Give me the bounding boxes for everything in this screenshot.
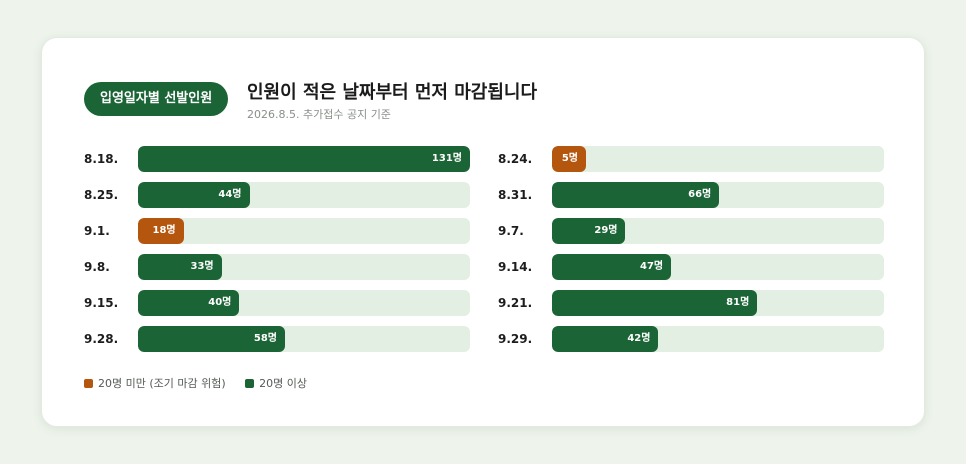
bar: 5명 [552,146,586,172]
bar-value-label: 58명 [253,333,277,344]
legend-item-high: 20명 이상 [245,375,307,391]
bar-value-label: 47명 [639,261,664,272]
chart-card: 입영일자별 선발인원 인원이 적은 날짜부터 먼저 마감됩니다 2026.8.5… [41,37,925,427]
category-label: 9.28. [84,332,119,346]
category-label: 8.25. [84,188,119,202]
category-label: 9.15. [84,296,119,310]
bar-value-label: 42명 [627,333,651,344]
bar-track: 40명 [138,290,470,316]
bar: 81명 [552,290,758,316]
category-label: 9.14. [498,260,533,274]
bar-track: 66명 [552,182,884,208]
category-label: 9.21. [498,296,533,310]
legend-item-low: 20명 미만 (조기 마감 위험) [84,375,226,391]
bar-value-label: 40명 [208,297,232,308]
bar-track: 47명 [552,254,884,280]
page-title: 인원이 적은 날짜부터 먼저 마감됩니다 [247,82,538,103]
bar-track: 5명 [552,146,884,172]
category-label: 8.31. [498,188,533,202]
category-label: 8.18. [84,152,119,166]
legend-swatch-high [245,379,255,388]
bar-track: 131명 [138,146,470,172]
category-label: 8.24. [498,152,533,166]
bar-value-label: 5명 [561,153,578,164]
bar: 33명 [138,254,222,280]
bar-track: 58명 [138,326,470,352]
category-label: 9.29. [498,332,533,346]
category-label: 9.8. [84,260,110,274]
bar-value-label: 29명 [594,225,618,236]
bar-track: 81명 [552,290,884,316]
bar-value-label: 44명 [218,189,242,200]
bar-track: 33명 [138,254,470,280]
bar: 40명 [138,290,240,316]
bar: 29명 [552,218,626,244]
bar-track: 29명 [552,218,884,244]
bar-value-label: 66명 [688,189,712,200]
bar: 58명 [138,326,285,352]
legend-swatch-low [84,379,93,388]
bar: 47명 [552,254,672,280]
bar: 66명 [552,182,720,208]
chart-legend: 20명 미만 (조기 마감 위험) 20명 이상 [84,375,323,391]
bar-track: 18명 [138,218,470,244]
category-label: 9.7. [498,224,524,238]
bar: 44명 [138,182,250,208]
legend-label-high: 20명 이상 [259,377,308,390]
header-badge: 입영일자별 선발인원 [84,82,229,116]
category-label: 9.1. [84,224,110,238]
bar-value-label: 81명 [726,297,750,308]
bar: 18명 [138,218,184,244]
bar-value-label: 131명 [431,153,462,164]
bar: 131명 [138,146,470,172]
bar-value-label: 18명 [152,225,176,236]
bar-track: 44명 [138,182,470,208]
legend-label-low: 20명 미만 (조기 마감 위험) [98,377,226,390]
page-subtitle: 2026.8.5. 추가접수 공지 기준 [247,108,391,121]
bar-value-label: 33명 [190,261,214,272]
bar: 42명 [552,326,659,352]
bar-track: 42명 [552,326,884,352]
